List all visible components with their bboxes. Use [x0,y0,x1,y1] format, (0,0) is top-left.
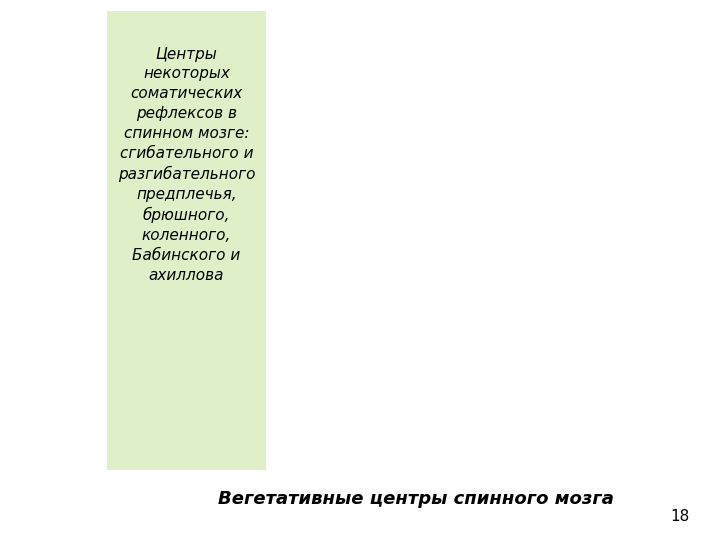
Text: 18: 18 [670,509,690,524]
FancyBboxPatch shape [107,11,266,529]
Text: Вегетативные центры спинного мозга: Вегетативные центры спинного мозга [218,490,614,509]
FancyBboxPatch shape [107,470,720,540]
Text: Центры
некоторых
соматических
рефлексов в
спинном мозге:
сгибательного и
разгиба: Центры некоторых соматических рефлексов … [118,46,255,283]
